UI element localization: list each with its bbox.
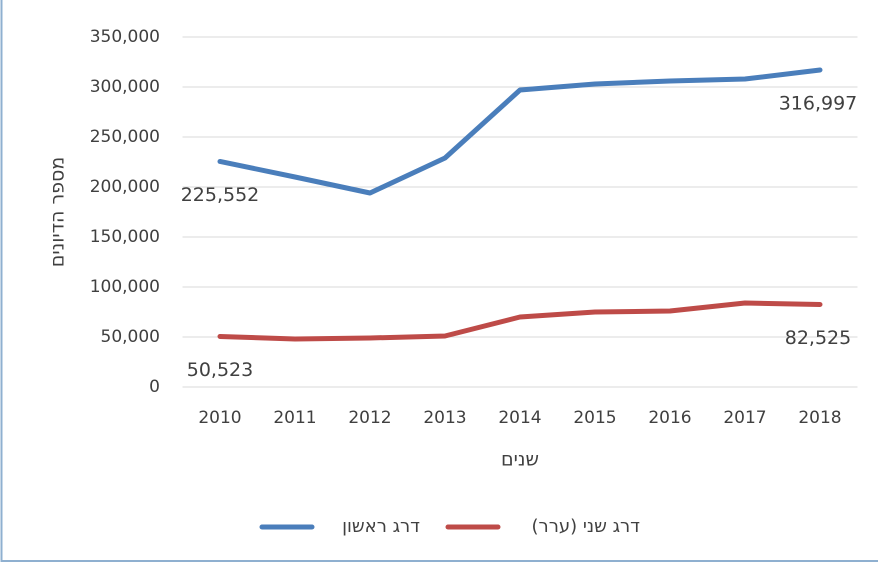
x-tick-label: 2015	[573, 408, 616, 428]
x-axis-title: שנים	[501, 449, 539, 471]
x-tick-label: 2011	[273, 408, 316, 428]
y-axis-title: מספר הדיונים	[47, 157, 69, 268]
data-label: 225,552	[181, 184, 260, 206]
y-tick-label: 300,000	[90, 77, 160, 97]
series-line	[220, 303, 820, 339]
x-tick-label: 2012	[348, 408, 391, 428]
data-label: 82,525	[785, 327, 851, 349]
y-tick-label: 100,000	[90, 277, 160, 297]
y-tick-label: 50,000	[101, 327, 160, 347]
legend-label: דרג שני (ערר)	[532, 516, 641, 537]
x-tick-label: 2010	[198, 408, 241, 428]
y-tick-label: 250,000	[90, 127, 160, 147]
y-tick-label: 350,000	[90, 27, 160, 47]
x-tick-label: 2017	[723, 408, 766, 428]
y-tick-label: 0	[149, 377, 160, 397]
y-tick-label: 200,000	[90, 177, 160, 197]
data-label: 316,997	[779, 93, 858, 115]
x-tick-label: 2018	[798, 408, 841, 428]
y-tick-label: 150,000	[90, 227, 160, 247]
data-label: 50,523	[187, 359, 253, 381]
x-tick-label: 2016	[648, 408, 691, 428]
x-tick-label: 2014	[498, 408, 541, 428]
x-tick-label: 2013	[423, 408, 466, 428]
series-line	[220, 70, 820, 193]
legend-label: דרג ראשון	[342, 516, 420, 537]
